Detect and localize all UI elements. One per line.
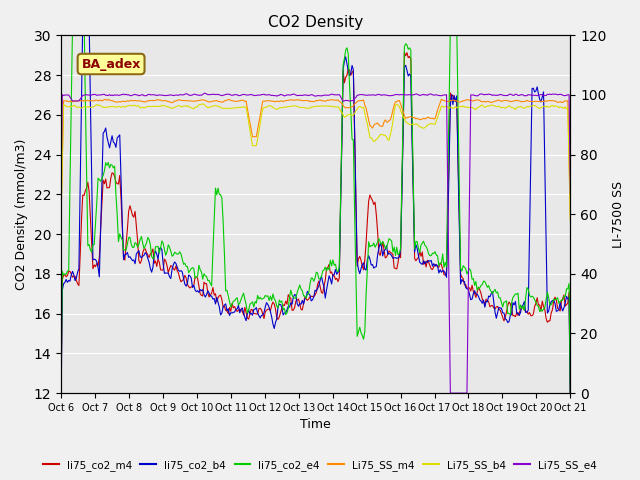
Li75_SS_m4 (259, 98, 266, 104)
X-axis label: Time: Time (300, 419, 331, 432)
Line: li75_co2_m4: li75_co2_m4 (61, 52, 570, 407)
Li75_SS_e4 (566, 191, 574, 197)
li75_co2_m4 (378, 247, 385, 252)
li75_co2_e4 (260, 295, 268, 301)
Li75_SS_m4 (378, 123, 385, 129)
Li75_SS_b4 (260, 105, 268, 110)
Y-axis label: CO2 Density (mmol/m3): CO2 Density (mmol/m3) (15, 139, 28, 290)
Li75_SS_e4 (57, 191, 65, 197)
li75_co2_b4 (83, 12, 90, 18)
Li75_SS_e4 (225, 92, 232, 97)
li75_co2_m4 (429, 266, 436, 272)
Li75_SS_b4 (199, 101, 207, 107)
li75_co2_b4 (260, 310, 268, 315)
Li75_SS_e4 (202, 90, 209, 96)
li75_co2_b4 (426, 258, 434, 264)
li75_co2_b4 (379, 253, 387, 259)
li75_co2_e4 (225, 293, 232, 299)
Li75_SS_e4 (379, 92, 387, 98)
Li75_SS_m4 (118, 98, 126, 104)
li75_co2_b4 (57, 404, 65, 409)
li75_co2_e4 (379, 239, 387, 244)
Li75_SS_e4 (118, 92, 126, 97)
li75_co2_m4 (223, 308, 231, 314)
li75_co2_m4 (566, 404, 574, 410)
li75_co2_e4 (120, 247, 127, 253)
Li75_SS_b4 (118, 104, 126, 109)
Li75_SS_b4 (57, 216, 65, 222)
Line: Li75_SS_b4: Li75_SS_b4 (61, 104, 570, 222)
Y-axis label: LI-7500 SS: LI-7500 SS (612, 180, 625, 248)
li75_co2_e4 (80, 11, 88, 16)
li75_co2_e4 (566, 396, 574, 402)
Li75_SS_m4 (428, 116, 435, 121)
li75_co2_m4 (118, 226, 126, 232)
li75_co2_e4 (426, 253, 434, 259)
li75_co2_b4 (120, 257, 127, 263)
Li75_SS_b4 (379, 132, 387, 138)
li75_co2_m4 (426, 263, 434, 268)
Li75_SS_b4 (426, 121, 434, 127)
Title: CO2 Density: CO2 Density (268, 15, 364, 30)
Line: Li75_SS_m4: Li75_SS_m4 (61, 99, 570, 218)
Li75_SS_e4 (260, 91, 268, 97)
li75_co2_b4 (225, 306, 232, 312)
Li75_SS_m4 (425, 115, 433, 120)
Li75_SS_b4 (225, 105, 232, 111)
Li75_SS_e4 (447, 390, 454, 396)
Legend: li75_co2_m4, li75_co2_b4, li75_co2_e4, Li75_SS_m4, Li75_SS_b4, Li75_SS_e4: li75_co2_m4, li75_co2_b4, li75_co2_e4, L… (39, 456, 601, 475)
Line: Li75_SS_e4: Li75_SS_e4 (61, 93, 570, 393)
li75_co2_b4 (566, 408, 574, 413)
li75_co2_m4 (259, 311, 266, 317)
Li75_SS_m4 (223, 97, 231, 103)
li75_co2_b4 (429, 263, 436, 269)
li75_co2_m4 (57, 396, 65, 401)
Li75_SS_b4 (429, 121, 436, 127)
Li75_SS_m4 (57, 215, 65, 221)
Li75_SS_e4 (426, 91, 434, 97)
Text: BA_adex: BA_adex (81, 58, 141, 71)
li75_co2_m4 (401, 49, 408, 55)
Li75_SS_m4 (566, 215, 574, 220)
Li75_SS_b4 (566, 219, 574, 225)
li75_co2_e4 (57, 388, 65, 394)
li75_co2_e4 (429, 251, 436, 256)
Li75_SS_m4 (438, 96, 445, 102)
Line: li75_co2_b4: li75_co2_b4 (61, 15, 570, 410)
Line: li75_co2_e4: li75_co2_e4 (61, 13, 570, 399)
Li75_SS_e4 (429, 92, 436, 97)
